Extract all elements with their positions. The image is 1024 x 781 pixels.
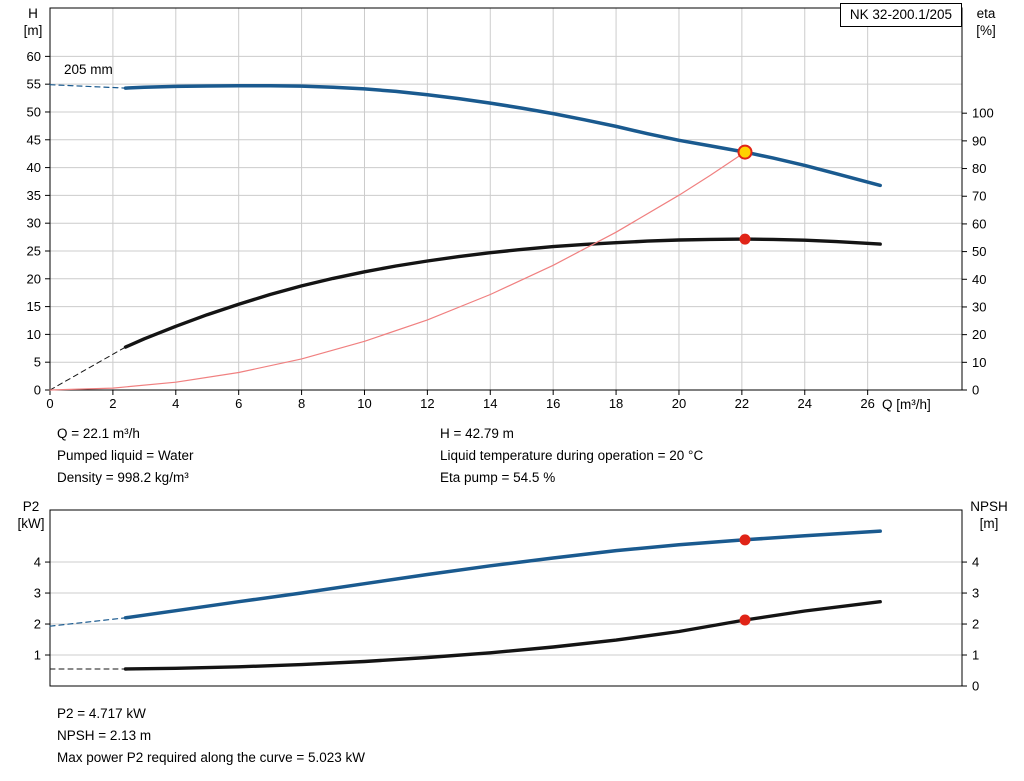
npsh-curve bbox=[123, 600, 882, 671]
y-left-tick-label: 1 bbox=[34, 648, 41, 663]
h-axis-title-symbol: H bbox=[28, 6, 38, 21]
y-right-tick-label: 60 bbox=[972, 216, 986, 231]
y-right-tick-label: 1 bbox=[972, 648, 979, 663]
y-right-tick-label: 0 bbox=[972, 679, 979, 694]
npsh-point bbox=[739, 614, 751, 626]
x-tick-label: 12 bbox=[420, 396, 434, 411]
y-left-tick-label: 3 bbox=[34, 586, 41, 601]
p2-point bbox=[739, 534, 751, 546]
eta-axis-title-symbol: eta bbox=[976, 6, 996, 21]
y-left-tick-label: 5 bbox=[34, 355, 41, 370]
x-tick-label: 6 bbox=[235, 396, 242, 411]
y-right-tick-label: 4 bbox=[972, 555, 979, 570]
npsh-axis-title-unit: [m] bbox=[979, 516, 999, 531]
y-right-tick-label: 70 bbox=[972, 189, 986, 204]
head-curve-dashed bbox=[49, 84, 127, 89]
impeller-diameter-label: 205 mm bbox=[64, 62, 113, 77]
info-max-power: Max power P2 required along the curve = … bbox=[57, 750, 366, 765]
x-tick-label: 22 bbox=[735, 396, 749, 411]
x-tick-label: 18 bbox=[609, 396, 623, 411]
x-tick-label: 8 bbox=[298, 396, 305, 411]
y-left-tick-label: 45 bbox=[27, 132, 41, 147]
y-left-tick-label: 20 bbox=[27, 271, 41, 286]
y-left-tick-label: 2 bbox=[34, 617, 41, 632]
p2-axis-title: P2 [kW] bbox=[8, 498, 54, 532]
y-left-tick-label: 60 bbox=[27, 49, 41, 64]
info-liquid-temperature: Liquid temperature during operation = 20… bbox=[440, 448, 704, 463]
y-right-tick-label: 2 bbox=[972, 617, 979, 632]
eta-point bbox=[739, 233, 751, 245]
y-left-tick-label: 40 bbox=[27, 160, 41, 175]
npsh-axis-title: NPSH [m] bbox=[958, 498, 1020, 532]
x-tick-label: 26 bbox=[860, 396, 874, 411]
y-left-tick-label: 30 bbox=[27, 216, 41, 231]
x-tick-label: 20 bbox=[672, 396, 686, 411]
info-npsh: NPSH = 2.13 m bbox=[57, 728, 152, 743]
y-left-tick-label: 0 bbox=[34, 383, 41, 398]
x-tick-label: 24 bbox=[798, 396, 812, 411]
x-tick-label: 16 bbox=[546, 396, 560, 411]
info-eta-pump: Eta pump = 54.5 % bbox=[440, 470, 556, 485]
y-left-tick-label: 4 bbox=[34, 555, 41, 570]
eta-curve-dashed bbox=[49, 346, 126, 391]
y-right-tick-label: 10 bbox=[972, 355, 986, 370]
h-axis-title: H [m] bbox=[13, 5, 53, 39]
p2-curve bbox=[123, 529, 882, 620]
y-right-tick-label: 80 bbox=[972, 161, 986, 176]
y-left-tick-label: 25 bbox=[27, 243, 41, 258]
info-q: Q = 22.1 m³/h bbox=[57, 426, 140, 441]
duty-point bbox=[737, 144, 753, 160]
pump-type-box: NK 32-200.1/205 bbox=[839, 3, 962, 27]
info-p2: P2 = 4.717 kW bbox=[57, 706, 146, 721]
info-head: H = 42.79 m bbox=[440, 426, 514, 441]
info-density: Density = 998.2 kg/m³ bbox=[57, 470, 189, 485]
x-tick-label: 0 bbox=[46, 396, 53, 411]
y-right-tick-label: 100 bbox=[972, 106, 994, 121]
x-tick-label: 2 bbox=[109, 396, 116, 411]
y-right-tick-label: 50 bbox=[972, 244, 986, 259]
p2-axis-title-unit: [kW] bbox=[17, 516, 45, 531]
y-left-tick-label: 50 bbox=[27, 104, 41, 119]
y-left-tick-label: 15 bbox=[27, 299, 41, 314]
h-axis-title-unit: [m] bbox=[23, 23, 43, 38]
y-right-tick-label: 0 bbox=[972, 383, 979, 398]
info-pumped-liquid: Pumped liquid = Water bbox=[57, 448, 194, 463]
q-axis-title: Q [m³/h] bbox=[882, 397, 931, 412]
plot-border bbox=[49, 509, 963, 687]
npsh-axis-title-symbol: NPSH bbox=[970, 499, 1008, 514]
y-right-tick-label: 30 bbox=[972, 299, 986, 314]
system-curve bbox=[49, 151, 746, 391]
y-right-tick-label: 40 bbox=[972, 272, 986, 287]
y-right-tick-label: 20 bbox=[972, 327, 986, 342]
plot-border bbox=[49, 7, 963, 391]
x-tick-label: 4 bbox=[172, 396, 179, 411]
eta-axis-title: eta [%] bbox=[964, 5, 1008, 39]
p2-axis-title-symbol: P2 bbox=[22, 499, 40, 514]
p2-curve-dashed bbox=[49, 617, 127, 627]
x-tick-label: 14 bbox=[483, 396, 497, 411]
y-right-tick-label: 3 bbox=[972, 586, 979, 601]
y-left-tick-label: 10 bbox=[27, 327, 41, 342]
y-left-tick-label: 55 bbox=[27, 77, 41, 92]
eta-axis-title-unit: [%] bbox=[976, 23, 996, 38]
x-tick-label: 10 bbox=[357, 396, 371, 411]
y-left-tick-label: 35 bbox=[27, 188, 41, 203]
y-right-tick-label: 90 bbox=[972, 133, 986, 148]
